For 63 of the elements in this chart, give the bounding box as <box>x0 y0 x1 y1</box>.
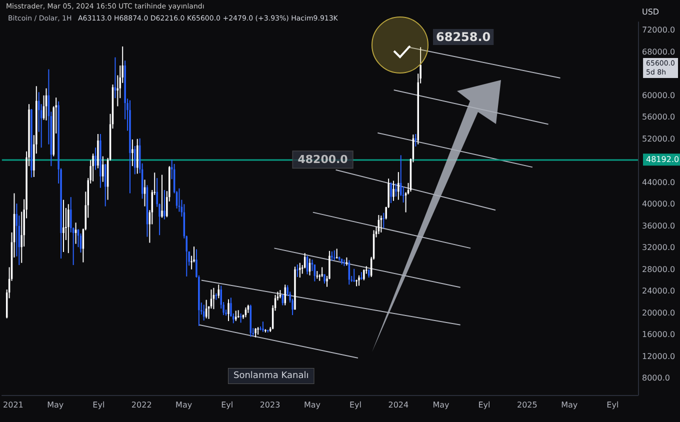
candlestick <box>358 274 360 286</box>
y-tick-label: 72000.0 <box>642 26 676 35</box>
candlestick <box>161 174 163 218</box>
x-tick-label: Eyl <box>221 400 234 410</box>
x-tick-label: 2024 <box>388 400 409 410</box>
y-tick-label: 24000.0 <box>642 286 676 296</box>
candlestick <box>356 279 358 287</box>
y-tick-label: 44000.0 <box>642 178 676 187</box>
candlestick <box>68 204 70 254</box>
candlestick <box>94 147 96 170</box>
x-tick-label: 2025 <box>517 400 538 410</box>
x-tick-label: 2023 <box>260 400 280 410</box>
y-tick-label: 16000.0 <box>642 330 676 340</box>
candlestick <box>262 321 264 332</box>
candlestick <box>331 250 333 262</box>
x-tick-label: 2021 <box>3 400 24 410</box>
x-tick-label: May <box>304 400 321 410</box>
candlestick <box>134 145 136 175</box>
candlestick <box>102 156 104 182</box>
y-tick-label: 52000.0 <box>642 134 676 144</box>
annotation: 48200.0 <box>298 153 348 166</box>
candlestick <box>114 56 116 99</box>
annotation: Sonlanma Kanalı <box>234 371 309 381</box>
candlestick <box>395 182 397 198</box>
y-tick-label: 28000.0 <box>642 264 676 274</box>
candlestick <box>62 199 64 252</box>
x-tick-label: May <box>47 400 64 410</box>
candlestick <box>132 138 134 167</box>
candlestick <box>390 182 392 204</box>
candlestick <box>380 215 382 233</box>
y-tick-label: 36000.0 <box>642 221 676 230</box>
candlestick <box>74 222 77 244</box>
x-tick-label: Eyl <box>606 400 619 410</box>
y-axis-title: USD <box>642 8 660 16</box>
y-tick-label: 60000.0 <box>642 90 676 100</box>
y-tick-label: 32000.0 <box>642 243 676 252</box>
candlestick <box>92 153 94 182</box>
x-tick-label: Eyl <box>92 400 105 410</box>
x-tick-label: Eyl <box>478 400 490 410</box>
y-tick-label: 12000.0 <box>642 352 676 361</box>
annotation: 68258.0 <box>436 30 491 44</box>
y-tick-label: 20000.0 <box>642 308 676 318</box>
x-tick-label: May <box>561 400 578 410</box>
candlestick <box>299 262 301 278</box>
candlestick <box>363 268 365 281</box>
candlestick <box>296 264 298 278</box>
ref-line-label: 48192.0 <box>646 155 680 164</box>
candlestick <box>353 268 355 282</box>
candlestick <box>334 250 336 261</box>
candlestick <box>235 310 237 322</box>
candlestick <box>164 190 166 220</box>
y-tick-label: 40000.0 <box>642 200 676 209</box>
x-tick-label: 2022 <box>131 400 152 410</box>
candlestick <box>398 172 400 200</box>
x-tick-label: May <box>432 400 450 410</box>
candlestick <box>392 180 394 202</box>
y-tick-label: 8000.0 <box>642 374 670 383</box>
candlestick <box>228 298 230 322</box>
y-tick-label: 56000.0 <box>642 112 676 122</box>
candlestick <box>254 328 256 338</box>
x-tick-label: Eyl <box>349 400 362 410</box>
x-tick-label: May <box>176 400 192 410</box>
y-tick-label: 68000.0 <box>642 47 676 56</box>
